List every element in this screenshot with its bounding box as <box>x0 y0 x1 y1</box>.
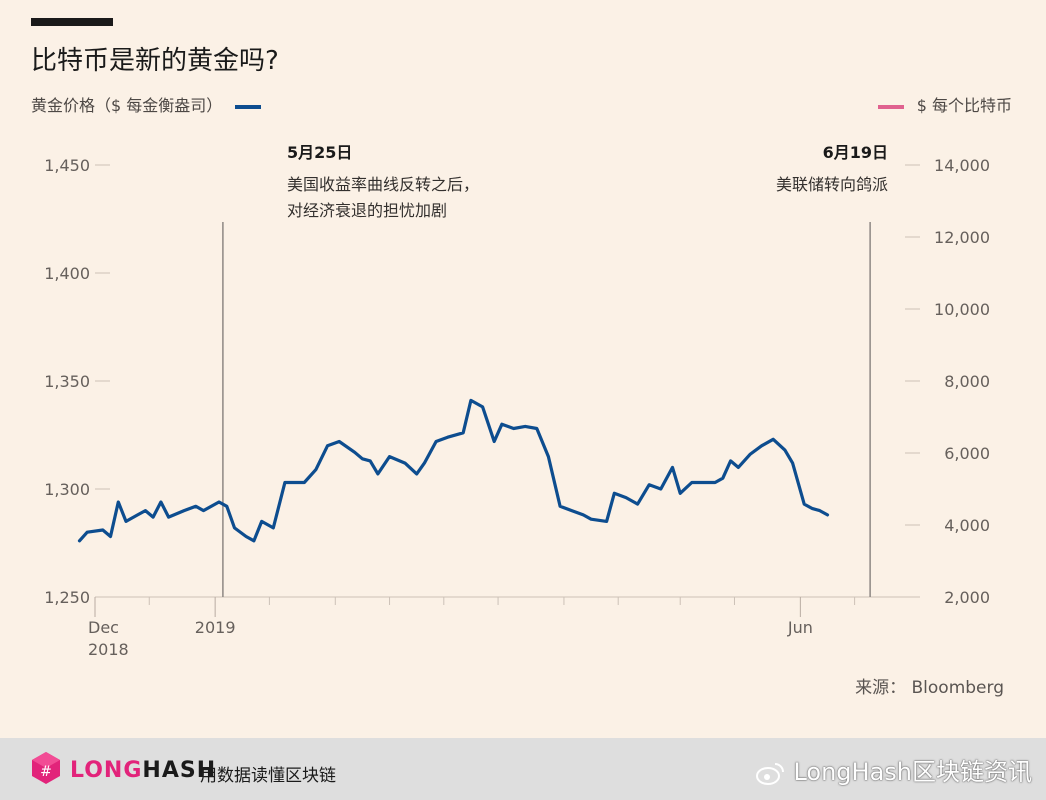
longhash-logo-icon: # <box>32 752 60 784</box>
annotation-text: 美联储转向鸽派 <box>776 175 888 194</box>
legend-bitcoin-label: $ 每个比特币 <box>916 96 1012 115</box>
brand-part-2: HASH <box>142 758 217 783</box>
annotation-text: 美国收益率曲线反转之后， <box>287 175 479 194</box>
series-lines <box>77 398 830 543</box>
legend-gold-swatch <box>235 104 262 109</box>
brand-part-1: LONG <box>70 758 143 783</box>
left-axis-tick-label: 1,450 <box>44 156 90 175</box>
legend-bitcoin: $ 每个比特币 <box>876 92 1012 116</box>
left-axis-tick-label: 1,300 <box>44 480 90 499</box>
annotation-date-label: 5月25日 <box>287 143 352 162</box>
footer-bar: # LONGHASH 用数据读懂区块链 LongHash区块链资讯 <box>0 738 1046 800</box>
right-axis-tick-label: 4,000 <box>944 516 990 535</box>
annotation-text: 对经济衰退的担忧加剧 <box>287 201 447 220</box>
right-axis-tick-label: 8,000 <box>944 372 990 391</box>
svg-text:#: # <box>40 764 52 780</box>
grid-lines <box>95 164 920 598</box>
right-axis-tick-label: 14,000 <box>934 156 990 175</box>
axes: 1,250 1,300 1,350 1,400 1,450 2,000 4,000 6,000… <box>44 156 990 659</box>
watermark-text: LongHash区块链资讯 <box>793 758 1032 786</box>
x-axis-tick-label: Jun <box>787 618 813 637</box>
right-axis-tick-label: 6,000 <box>944 444 990 463</box>
legend-gold: 黄金价格（$ 每金衡盎司） <box>31 92 263 116</box>
x-axis-tick-sublabel: 2018 <box>88 640 129 659</box>
watermark: LongHash区块链资讯 <box>755 752 1032 787</box>
left-axis-tick-label: 1,400 <box>44 264 90 283</box>
chart-title: 比特币是新的黄金吗? <box>31 46 279 76</box>
x-axis-tick-label: Dec <box>88 618 119 637</box>
gold-price-line <box>77 398 830 543</box>
legend-gold-label: 黄金价格（$ 每金衡盎司） <box>31 96 223 115</box>
annotation-date-label: 6月19日 <box>823 143 888 162</box>
brand-name: LONGHASH <box>70 758 216 783</box>
left-axis-tick-label: 1,350 <box>44 372 90 391</box>
right-axis-tick-label: 10,000 <box>934 300 990 319</box>
left-axis-tick-label: 1,250 <box>44 588 90 607</box>
title-accent-bar <box>31 18 113 26</box>
x-axis-tick-label: 2019 <box>195 618 236 637</box>
source-note: 来源： Bloomberg <box>855 678 1004 698</box>
legend-bitcoin-swatch <box>877 104 904 109</box>
brand-slogan: 用数据读懂区块链 <box>200 766 336 786</box>
right-axis-tick-label: 12,000 <box>934 228 990 247</box>
weibo-icon <box>756 763 785 785</box>
line-chart: 1,250 1,300 1,350 1,400 1,450 2,000 4,000 6,000… <box>44 143 990 659</box>
right-axis-tick-label: 2,000 <box>944 588 990 607</box>
